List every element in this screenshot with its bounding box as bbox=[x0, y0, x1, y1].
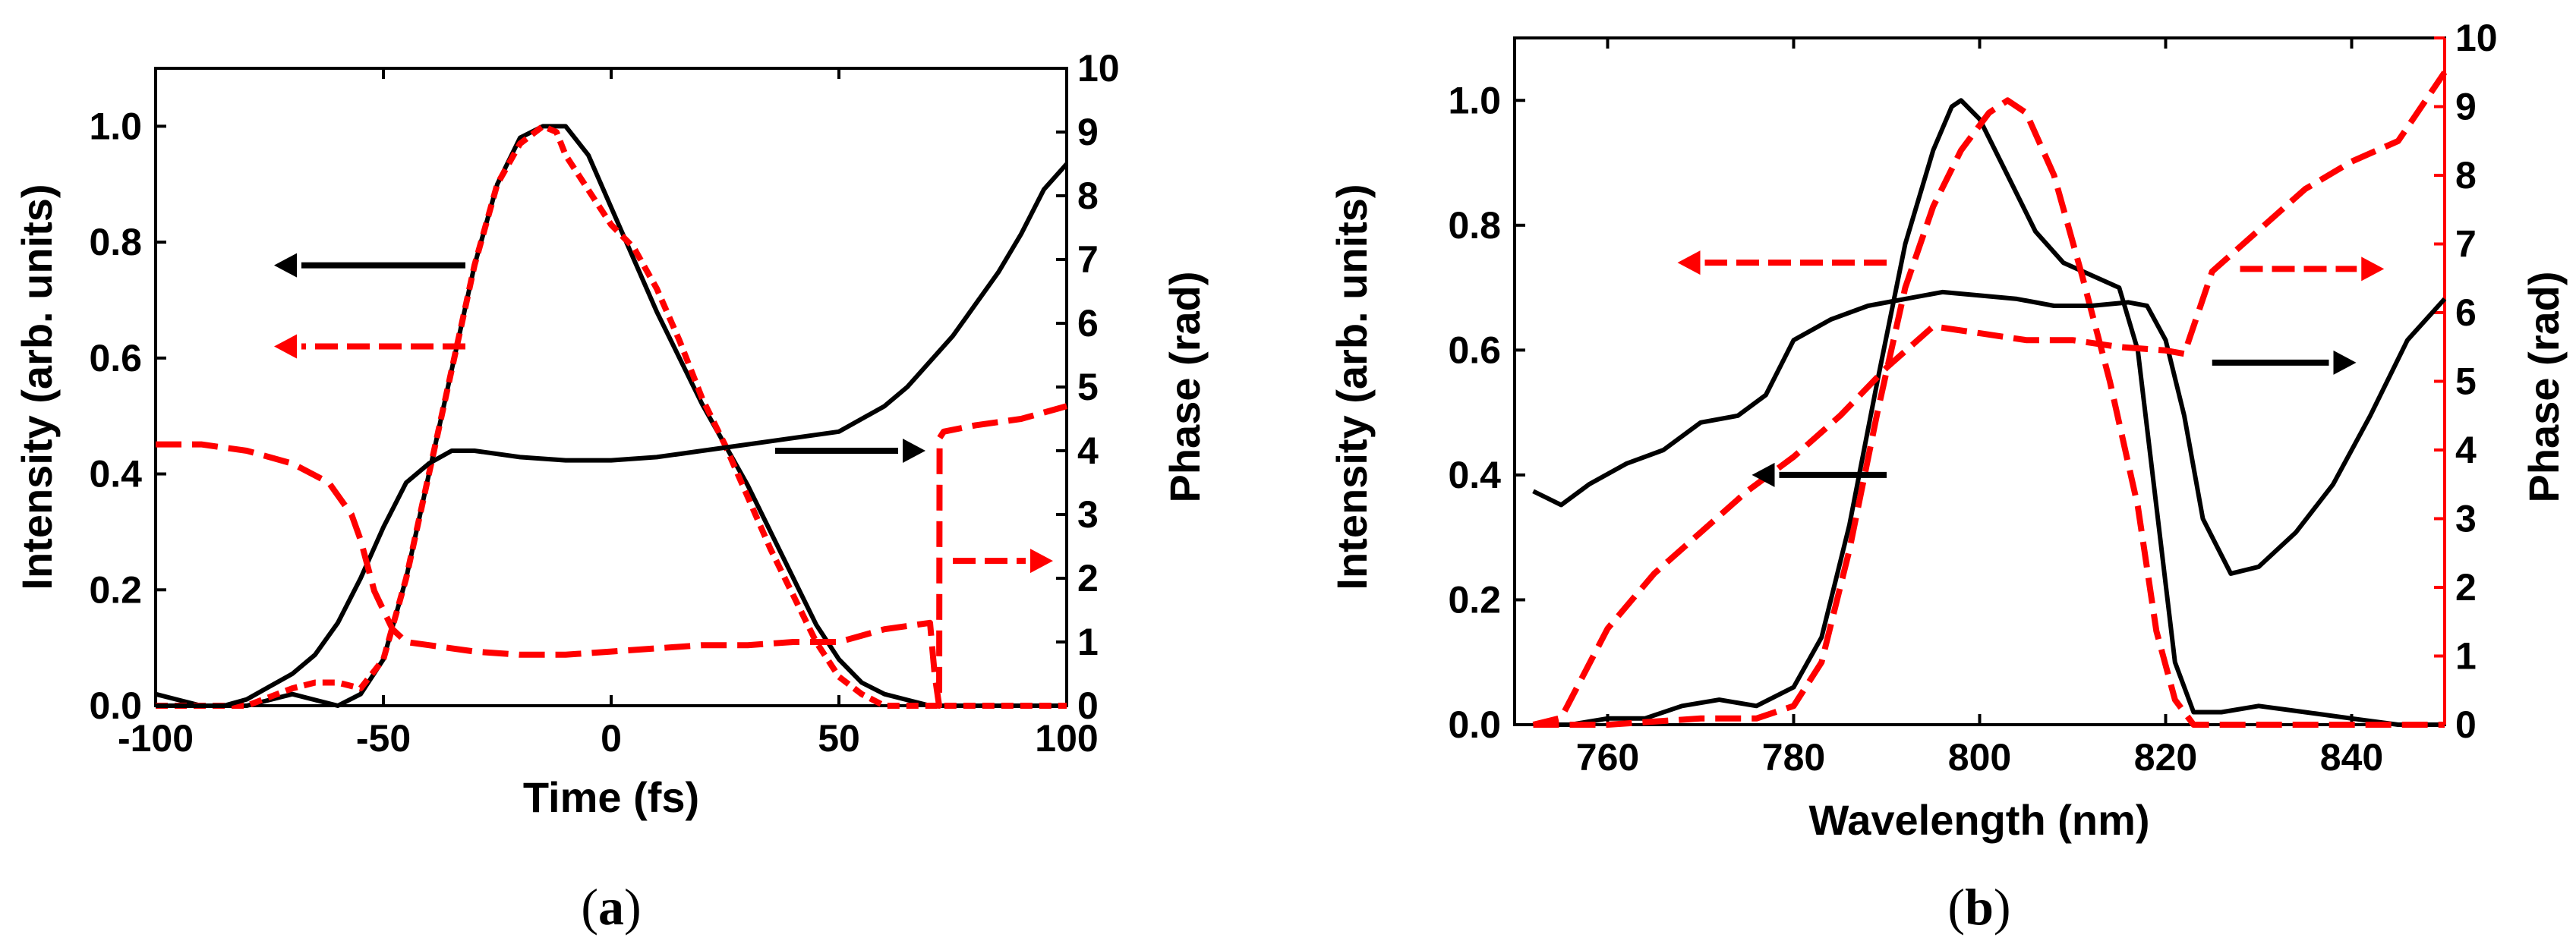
chart-b-ylabel: Intensity (arb. units) bbox=[1328, 184, 1376, 590]
chart-b-arrow-head bbox=[2361, 256, 2385, 282]
chart-b-ytick-label: 0.8 bbox=[1448, 204, 1501, 247]
chart-b: 760 780 800 820 840 0.0 0.2 0.4 0.6 0.8 1.0 0 1 2 3 4 5 6… bbox=[1328, 17, 2568, 936]
chart-a-panel-label: (a) bbox=[581, 878, 641, 936]
chart-a-y2tick-label: 6 bbox=[1077, 302, 1099, 345]
chart-a-xtick-label: -50 bbox=[356, 717, 411, 760]
chart-b-panel-label: (b) bbox=[1947, 878, 2010, 936]
chart-b-y2tick-label: 10 bbox=[2455, 17, 2498, 59]
chart-b-ytick-label: 0.2 bbox=[1448, 578, 1501, 621]
chart-a-arrow-head bbox=[1030, 549, 1053, 574]
chart-b-y2tick-label: 8 bbox=[2455, 154, 2477, 197]
chart-a-xlabel: Time (fs) bbox=[523, 773, 699, 821]
chart-b-arrows bbox=[1677, 250, 2385, 487]
chart-a-ytick-label: 0.0 bbox=[89, 684, 142, 727]
chart-a-ytick-label: 0.6 bbox=[89, 337, 142, 379]
chart-b-arrow-4 bbox=[2240, 256, 2385, 282]
chart-b-series-1 bbox=[1533, 98, 2445, 727]
chart-b-xlabel: Wavelength (nm) bbox=[1808, 796, 2149, 844]
chart-a: -100 -50 0 50 100 0.0 0.2 0.4 0.6 0.8 1.0 0 1 2 3 4 5 6 7 8… bbox=[13, 47, 1209, 936]
chart-a-arrow-1 bbox=[274, 253, 465, 278]
chart-b-xtick-label: 780 bbox=[1762, 736, 1825, 779]
chart-b-y2tick-label: 7 bbox=[2455, 223, 2477, 266]
chart-b-xtick-label: 820 bbox=[2134, 736, 2197, 779]
chart-b-y2tick-label: 9 bbox=[2455, 86, 2477, 128]
chart-b-xtick-label: 840 bbox=[2320, 736, 2383, 779]
chart-a-arrow-3 bbox=[775, 439, 925, 463]
chart-a-arrow-2 bbox=[274, 334, 465, 359]
chart-a-ytick-label: 0.2 bbox=[89, 568, 142, 611]
chart-b-ticks: 760 780 800 820 840 0.0 0.2 0.4 0.6 0.8 1.0 0 1 2 3 4 5 6… bbox=[1448, 17, 2497, 779]
chart-b-xtick-label: 760 bbox=[1576, 736, 1639, 779]
chart-b-panel-letter: b bbox=[1965, 878, 1994, 936]
chart-a-y2label: Phase (rad) bbox=[1161, 272, 1209, 503]
chart-a-y2tick-label: 0 bbox=[1077, 684, 1099, 727]
chart-a-series bbox=[155, 123, 1069, 709]
chart-a-y2tick-label: 1 bbox=[1077, 621, 1099, 663]
chart-b-y2tick-label: 4 bbox=[2455, 429, 2477, 471]
chart-b-xtick-label: 800 bbox=[1948, 736, 2011, 779]
chart-b-series bbox=[1532, 71, 2448, 728]
chart-b-ytick-label: 0.0 bbox=[1448, 703, 1501, 746]
chart-b-arrow-1 bbox=[1677, 250, 1887, 275]
chart-a-xtick-label: 100 bbox=[1035, 717, 1098, 760]
chart-a-y2tick-label: 7 bbox=[1077, 238, 1099, 281]
chart-a-ticks: -100 -50 0 50 100 0.0 0.2 0.4 0.6 0.8 1.0 0 1 2 3 4 5 6 7 8… bbox=[89, 47, 1119, 760]
chart-a-arrows bbox=[274, 253, 1053, 574]
chart-a-arrow-4 bbox=[953, 549, 1053, 574]
chart-a-ytick-label: 0.4 bbox=[89, 453, 142, 496]
chart-b-y2tick-label: 2 bbox=[2455, 566, 2477, 609]
chart-a-series-4 bbox=[156, 403, 1068, 709]
chart-a-ytick-label: 1.0 bbox=[89, 105, 142, 147]
chart-b-y2tick-label: 5 bbox=[2455, 360, 2477, 403]
chart-a-series-2 bbox=[156, 123, 1067, 709]
chart-a-xtick-label: 50 bbox=[818, 717, 860, 760]
chart-b-arrow-2 bbox=[1751, 462, 1887, 487]
chart-a-y2tick-label: 9 bbox=[1077, 111, 1099, 153]
chart-a-ytick-label: 0.8 bbox=[89, 221, 142, 263]
chart-a-ylabel: Intensity (arb. units) bbox=[13, 184, 61, 590]
chart-b-y2tick-label: 0 bbox=[2455, 703, 2477, 746]
chart-a-series-1 bbox=[155, 124, 1067, 708]
chart-b-arrow-head bbox=[1677, 250, 1701, 275]
chart-b-y2tick-label: 6 bbox=[2455, 291, 2477, 334]
chart-b-plot-frame bbox=[1513, 36, 2446, 726]
chart-a-y2tick-label: 5 bbox=[1077, 366, 1099, 408]
chart-a-plot-frame bbox=[154, 67, 1068, 707]
chart-a-arrow-head bbox=[903, 439, 925, 463]
chart-a-y2tick-label: 2 bbox=[1077, 557, 1099, 599]
chart-b-series-4 bbox=[1532, 71, 2448, 728]
chart-a-arrow-head bbox=[274, 253, 297, 278]
chart-a-xtick-label: 0 bbox=[601, 717, 622, 760]
chart-a-y2tick-label: 3 bbox=[1077, 493, 1099, 536]
chart-b-y2label: Phase (rad) bbox=[2520, 272, 2568, 503]
chart-b-arrow-3 bbox=[2212, 350, 2357, 375]
chart-a-series-3 bbox=[156, 162, 1069, 708]
chart-a-y2tick-label: 8 bbox=[1077, 175, 1099, 217]
chart-b-ytick-label: 1.0 bbox=[1448, 79, 1501, 121]
chart-b-series-2 bbox=[1533, 97, 2445, 728]
chart-a-xtick-label: -100 bbox=[118, 717, 194, 760]
chart-b-y2tick-label: 1 bbox=[2455, 635, 2477, 678]
chart-a-y2tick-label: 10 bbox=[1077, 47, 1120, 90]
chart-b-arrow-head bbox=[2333, 350, 2357, 375]
chart-b-series-3 bbox=[1532, 289, 2447, 576]
chart-b-ytick-label: 0.4 bbox=[1448, 454, 1501, 496]
chart-b-ytick-label: 0.6 bbox=[1448, 329, 1501, 371]
chart-a-panel-letter: a bbox=[598, 878, 624, 936]
chart-a-y2tick-label: 4 bbox=[1077, 430, 1099, 472]
chart-b-y2tick-label: 3 bbox=[2455, 498, 2477, 540]
chart-b-arrow-head bbox=[1751, 462, 1775, 487]
chart-a-arrow-head bbox=[274, 334, 297, 359]
